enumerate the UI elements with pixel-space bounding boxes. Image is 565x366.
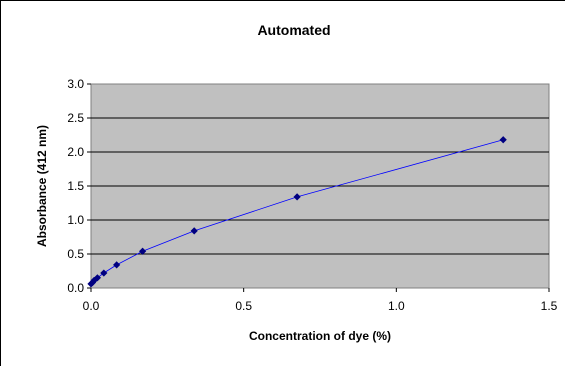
data-points	[87, 136, 507, 288]
x-tick-label: 1.5	[541, 299, 558, 313]
y-tick-label: 1.5	[67, 179, 84, 193]
x-axis-label: Concentration of dye (%)	[249, 329, 391, 343]
chart-title: Automated	[257, 22, 330, 38]
x-tick-label: 0.0	[83, 299, 100, 313]
x-tick-labels: 0.0 0.5 1.0 1.5	[83, 288, 558, 313]
data-point	[139, 247, 147, 255]
data-point	[190, 227, 198, 235]
data-point	[499, 136, 507, 144]
y-tick-label: 0.0	[67, 281, 84, 295]
y-axis-label: Absorbance (412 nm)	[35, 125, 49, 247]
y-tick-label: 2.5	[67, 111, 84, 125]
x-tick-label: 1.0	[388, 299, 405, 313]
y-tick-label: 2.0	[67, 145, 84, 159]
data-point	[293, 193, 301, 201]
y-tick-labels: 0.0 0.5 1.0 1.5 2.0 2.5 3.0	[67, 77, 91, 295]
grid-lines	[91, 117, 549, 255]
data-point	[113, 261, 121, 269]
y-tick-label: 3.0	[67, 77, 84, 91]
data-point	[100, 269, 108, 277]
x-tick-label: 0.5	[235, 299, 252, 313]
data-point	[93, 274, 102, 282]
y-tick-label: 0.5	[67, 247, 84, 261]
y-tick-label: 1.0	[67, 213, 84, 227]
